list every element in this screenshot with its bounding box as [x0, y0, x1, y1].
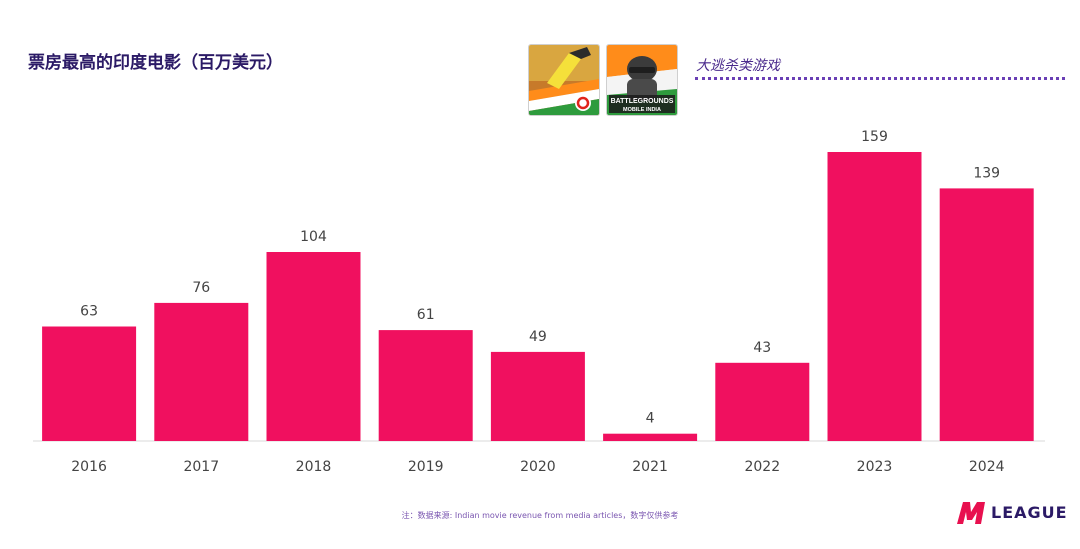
battlegrounds-mobile-india-icon: BATTLEGROUNDS MOBILE INDIA: [606, 44, 678, 116]
chart-title: 票房最高的印度电影（百万美元）: [28, 53, 283, 73]
x-tick-2024: 2024: [969, 459, 1005, 475]
source-note: 注：数据来源: Indian movie revenue from media …: [401, 511, 679, 520]
x-tick-2018: 2018: [296, 459, 332, 475]
free-fire-india-icon: [528, 44, 600, 116]
bar-2020: [490, 351, 585, 441]
bar-2021: [603, 433, 698, 441]
bar-2022: [715, 362, 810, 441]
league-logo: LEAGUE: [955, 500, 1067, 526]
value-label-2020: 49: [529, 329, 547, 345]
genre-label: 大逃杀类游戏: [696, 58, 780, 74]
bgmi-title-text: BATTLEGROUNDS: [611, 98, 674, 105]
bar-chart: 63 2016 76 2017 104 2018 61 2019 49 2020 4 2021 43 20…: [33, 129, 1045, 475]
bar-2023: [827, 152, 922, 441]
x-tick-2022: 2022: [744, 459, 780, 475]
x-tick-2020: 2020: [520, 459, 556, 475]
bar-2018: [266, 252, 361, 441]
bar-2016: [42, 326, 137, 441]
x-tick-2019: 2019: [408, 459, 444, 475]
m-league-logo-icon: [957, 502, 985, 524]
value-label-2019: 61: [417, 307, 435, 323]
genre-divider: [695, 77, 1065, 80]
value-label-2024: 139: [973, 165, 1000, 181]
value-label-2017: 76: [192, 280, 210, 296]
x-tick-2023: 2023: [857, 459, 893, 475]
bar-2024: [939, 188, 1034, 441]
x-tick-2017: 2017: [183, 459, 219, 475]
value-label-2021: 4: [646, 411, 655, 427]
value-label-2022: 43: [753, 340, 771, 356]
bar-2019: [378, 330, 473, 441]
bar-2017: [154, 302, 249, 441]
value-label-2023: 159: [861, 129, 888, 145]
value-label-2018: 104: [300, 229, 327, 245]
logo-text: LEAGUE: [991, 503, 1068, 522]
value-label-2016: 63: [80, 304, 98, 320]
x-tick-2021: 2021: [632, 459, 668, 475]
x-tick-2016: 2016: [71, 459, 107, 475]
bgmi-subtitle-text: MOBILE INDIA: [623, 107, 661, 113]
